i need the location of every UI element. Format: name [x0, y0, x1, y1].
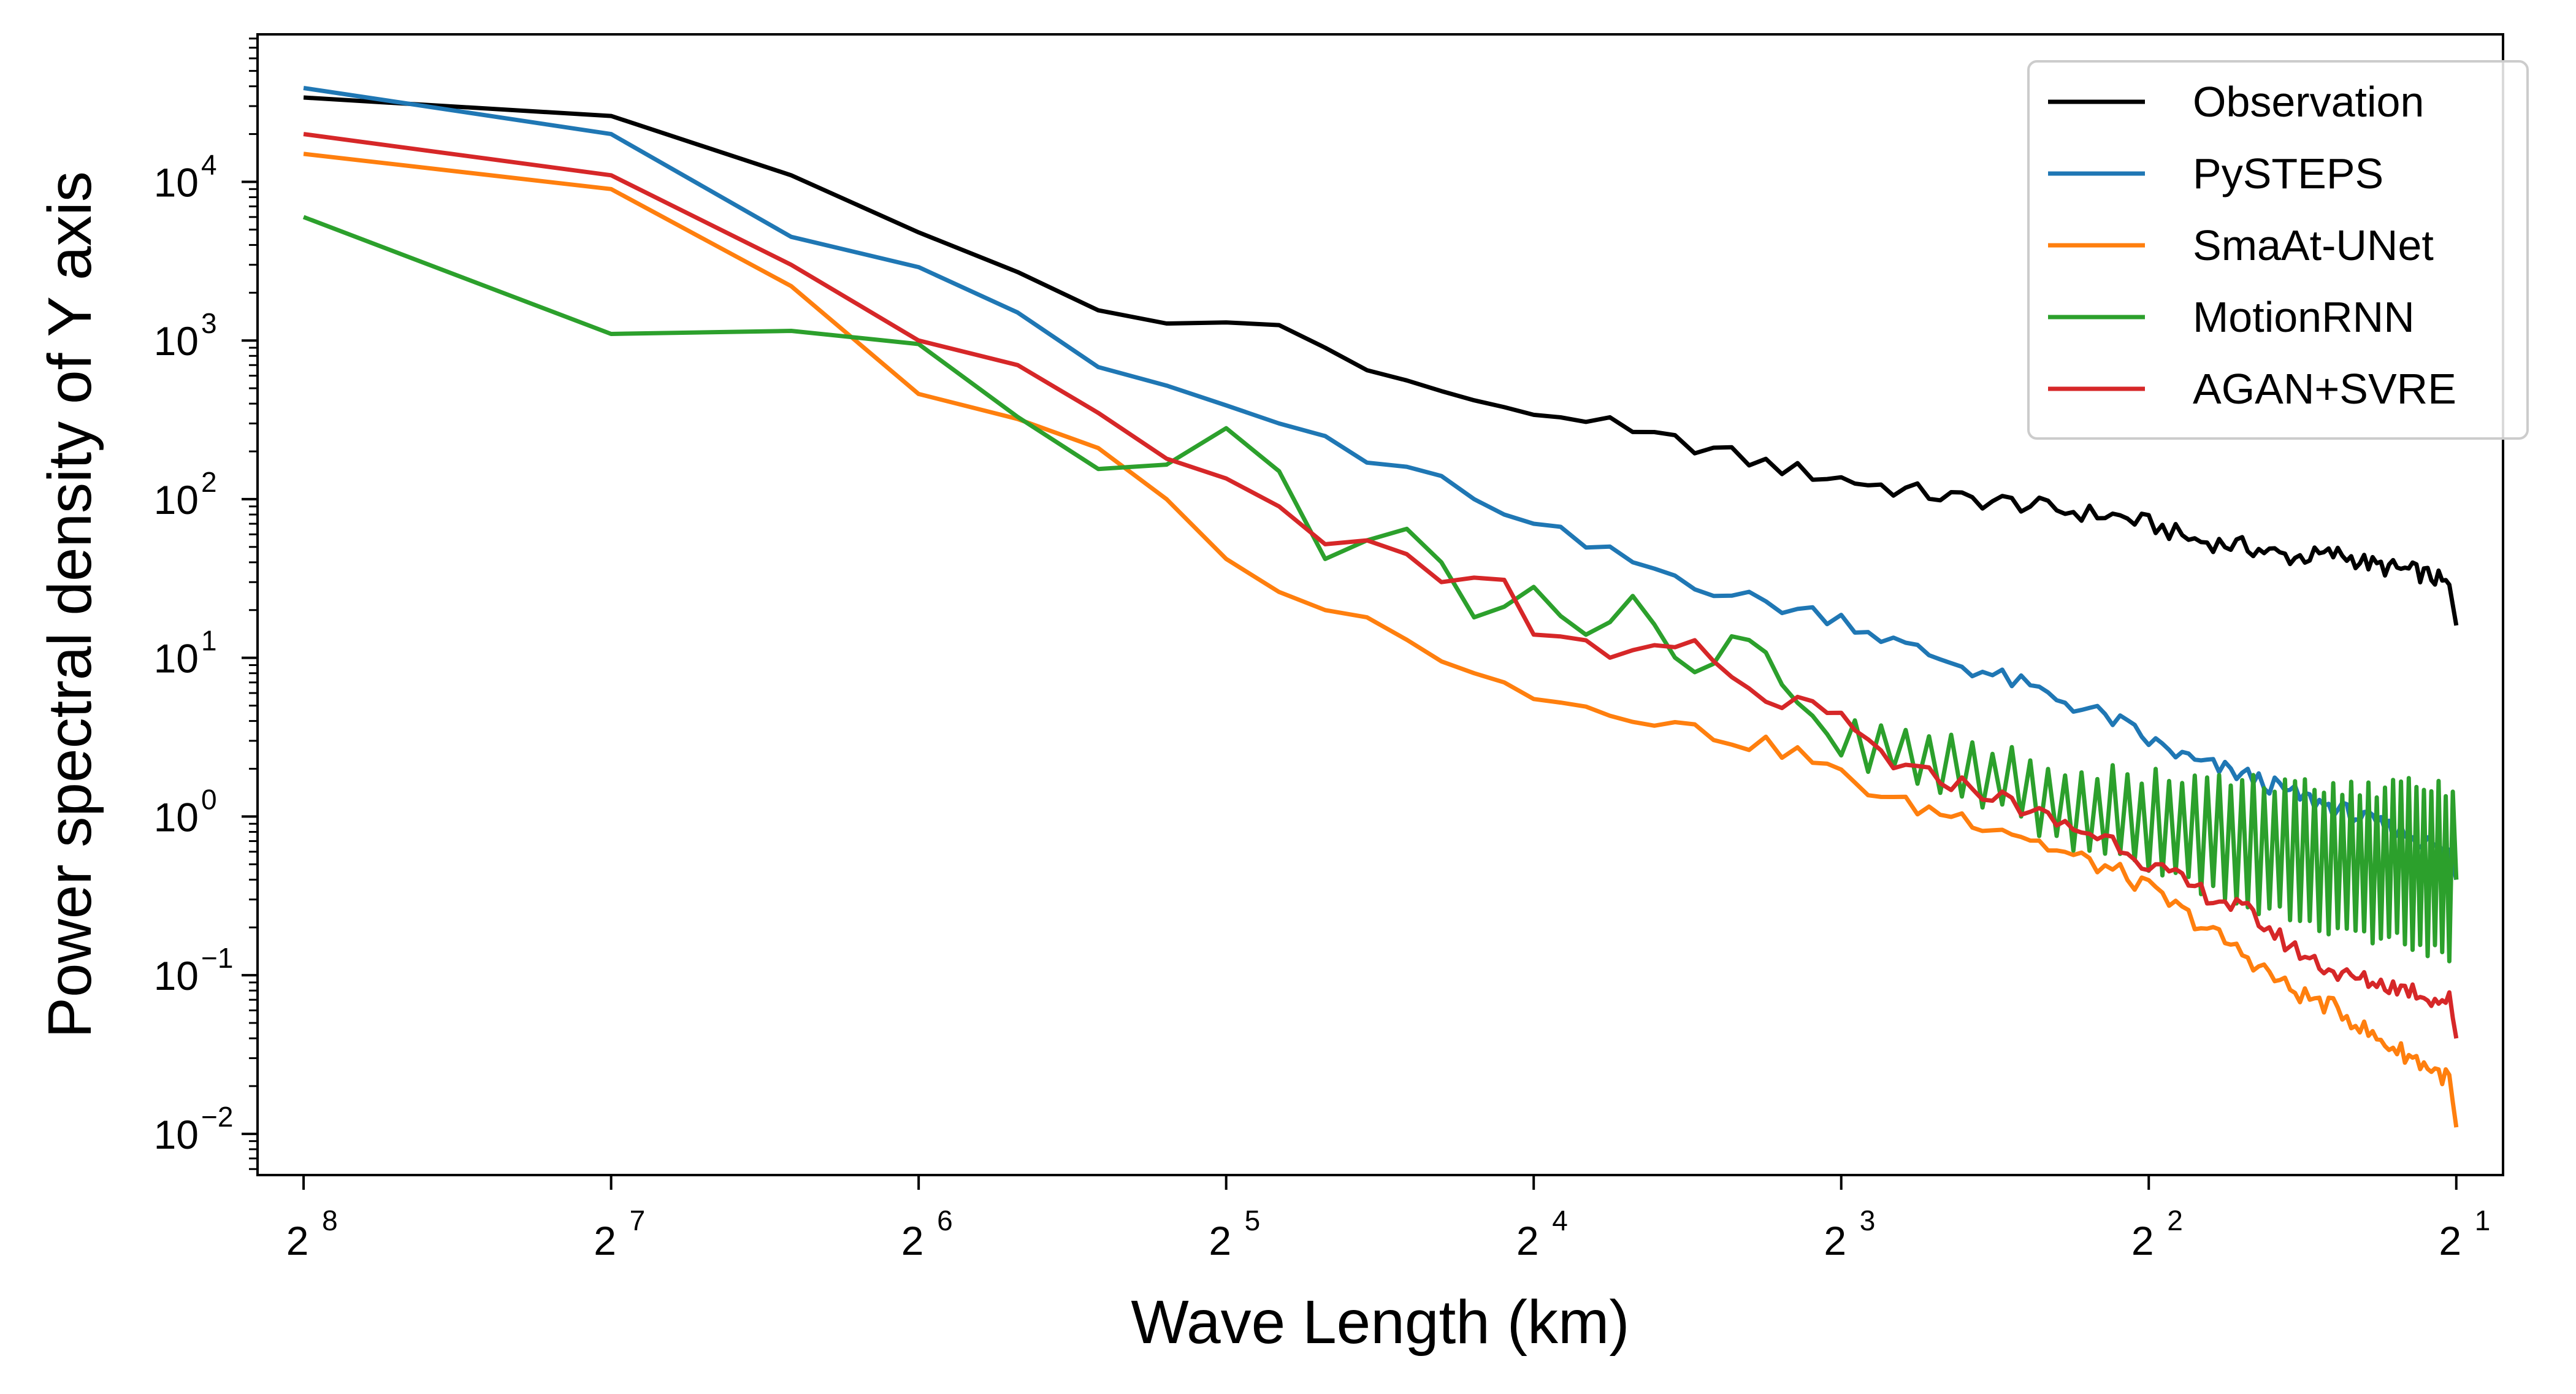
y-tick-label: 10 — [154, 318, 199, 364]
x-tick-label-exponent: 1 — [2475, 1204, 2491, 1236]
y-tick-label-exponent: 3 — [201, 307, 217, 339]
x-tick-label-exponent: 5 — [1245, 1204, 1261, 1236]
x-tick-label: 2 — [1516, 1218, 1539, 1263]
y-tick-label: 10 — [154, 1112, 199, 1157]
x-tick-label-exponent: 8 — [322, 1204, 338, 1236]
x-tick-label: 2 — [1209, 1218, 1231, 1263]
y-tick-label: 10 — [154, 477, 199, 523]
y-tick-label-exponent: 1 — [201, 625, 217, 657]
x-tick-label: 2 — [901, 1218, 924, 1263]
y-tick-label-exponent: 4 — [201, 148, 217, 180]
x-tick-label: 2 — [286, 1218, 309, 1263]
series-line-observation — [303, 95, 2459, 626]
legend: Observation PySTEPS SmaAt-UNet MotionRNN AGA… — [2027, 60, 2529, 440]
legend-box — [2027, 60, 2529, 440]
x-tick-label: 2 — [2131, 1218, 2154, 1263]
legend-label: SmaAt-UNet — [2193, 221, 2434, 269]
series-line-motionrnn — [302, 215, 2459, 963]
y-tick-label-exponent: 2 — [201, 466, 217, 498]
y-tick-label-exponent: 0 — [201, 783, 217, 815]
y-axis-label: Power spectral density of Y axis — [36, 171, 104, 1038]
x-tick-label-exponent: 4 — [1552, 1204, 1568, 1236]
x-tick-label: 2 — [2439, 1218, 2461, 1263]
y-tick-label: 10 — [154, 794, 199, 840]
x-tick-label-exponent: 6 — [937, 1204, 953, 1236]
legend-label: AGAN+SVRE — [2193, 365, 2456, 413]
x-tick-label-exponent: 3 — [1860, 1204, 1876, 1236]
legend-label: MotionRNN — [2193, 293, 2415, 341]
y-tick-label-exponent: −2 — [201, 1101, 233, 1133]
legend-label: PySTEPS — [2193, 150, 2383, 197]
y-tick-label: 10 — [154, 953, 199, 998]
plot-frame — [256, 33, 2504, 1176]
series-line-agan-svre — [303, 132, 2459, 1039]
x-tick-label-exponent: 2 — [2167, 1204, 2183, 1236]
series-line-smaat-unet — [303, 151, 2459, 1128]
y-tick-label-exponent: −1 — [201, 942, 233, 974]
x-tick-label-exponent: 7 — [630, 1204, 646, 1236]
series-layer — [302, 86, 2459, 1128]
x-tick-label: 2 — [594, 1218, 616, 1263]
y-tick-label: 10 — [154, 636, 199, 681]
y-tick-label: 10 — [154, 159, 199, 205]
x-tick-label: 2 — [1824, 1218, 1846, 1263]
legend-label: Observation — [2193, 78, 2424, 126]
x-axis-label: Wave Length (km) — [1131, 1288, 1629, 1357]
